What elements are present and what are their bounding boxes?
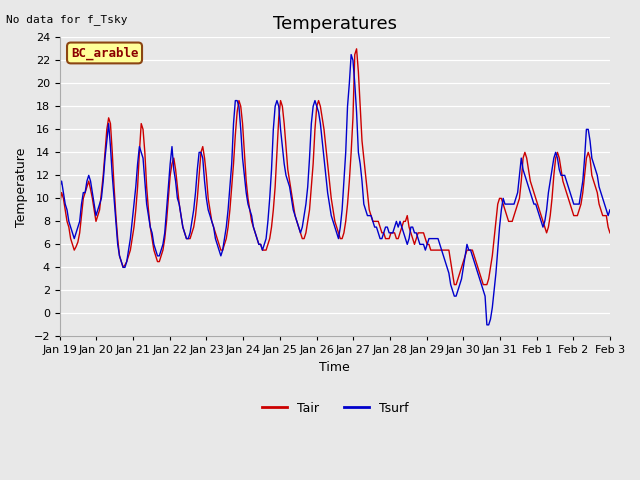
Tsurf xyxy=(593,172,601,178)
Tsurf xyxy=(543,207,550,213)
Tair xyxy=(226,207,234,213)
Tair xyxy=(353,46,360,52)
Tsurf xyxy=(483,322,491,328)
Text: BC_arable: BC_arable xyxy=(71,46,138,60)
Tsurf xyxy=(586,138,594,144)
Tsurf xyxy=(422,247,429,253)
Text: No data for f_Tsky: No data for f_Tsky xyxy=(6,14,128,25)
Tair xyxy=(606,230,614,236)
Y-axis label: Temperature: Temperature xyxy=(15,147,28,227)
Legend: Tair, Tsurf: Tair, Tsurf xyxy=(257,397,413,420)
Tsurf xyxy=(320,155,328,161)
Tsurf xyxy=(348,52,355,58)
Tair xyxy=(320,126,328,132)
Line: Tair: Tair xyxy=(60,49,610,285)
Tsurf xyxy=(56,184,63,190)
Tair xyxy=(586,155,594,161)
Tair xyxy=(593,190,601,195)
Tair xyxy=(543,230,550,236)
Tsurf xyxy=(226,184,234,190)
X-axis label: Time: Time xyxy=(319,361,350,374)
Title: Temperatures: Temperatures xyxy=(273,15,397,33)
Tsurf xyxy=(606,207,614,213)
Tair xyxy=(451,282,458,288)
Line: Tsurf: Tsurf xyxy=(60,55,610,325)
Tair xyxy=(422,236,429,241)
Tair xyxy=(56,201,63,207)
